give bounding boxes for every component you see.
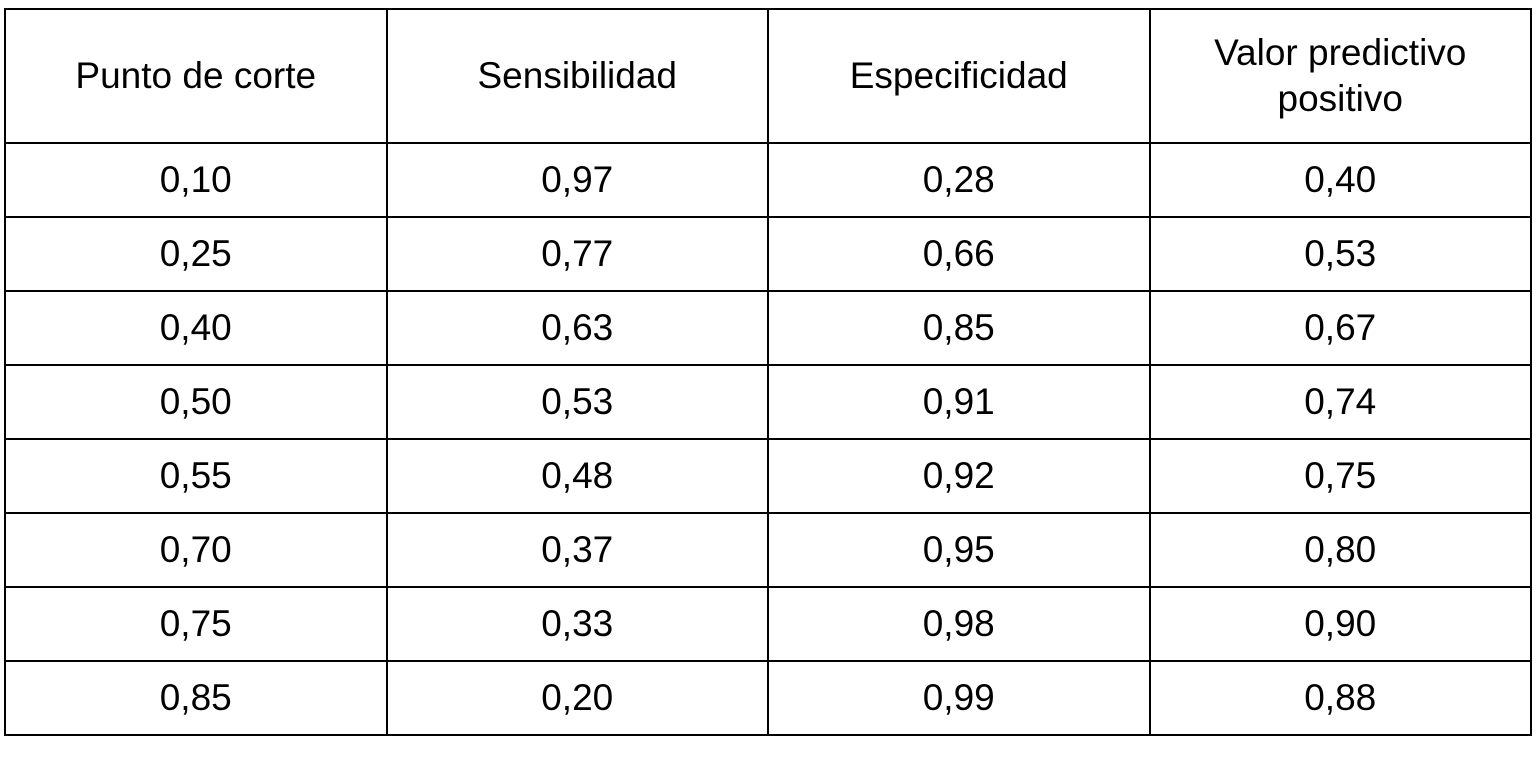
table-cell: 0,85 [767, 290, 1151, 366]
table-cell: 0,33 [385, 586, 769, 662]
table-cell: 0,63 [385, 290, 769, 366]
table-cell: 0,92 [767, 438, 1151, 514]
table-header: Punto de corte Sensibilidad Especificidad V… [4, 8, 1532, 144]
table-row: 0,55 0,48 0,92 0,75 [4, 438, 1532, 514]
table-cell: 0,95 [767, 512, 1151, 588]
table-body: 0,10 0,97 0,28 0,40 0,25 0,77 0,66 0,53 0,40 0,63… [4, 142, 1532, 736]
header-row: Punto de corte Sensibilidad Especificidad V… [4, 8, 1532, 144]
table-cell: 0,74 [1148, 364, 1532, 440]
table-cell: 0,80 [1148, 512, 1532, 588]
table-cell: 0,91 [767, 364, 1151, 440]
table-cell: 0,88 [1148, 660, 1532, 736]
table-row: 0,85 0,20 0,99 0,88 [4, 660, 1532, 736]
table-cell: 0,25 [4, 216, 388, 292]
table-cell: 0,50 [4, 364, 388, 440]
table-cell: 0,67 [1148, 290, 1532, 366]
table-cell: 0,98 [767, 586, 1151, 662]
table-cell: 0,40 [1148, 142, 1532, 218]
header-cell: Punto de corte [4, 8, 388, 144]
table-cell: 0,77 [385, 216, 769, 292]
header-cell: Valor predictivo positivo [1148, 8, 1532, 144]
table-cell: 0,53 [385, 364, 769, 440]
table-row: 0,10 0,97 0,28 0,40 [4, 142, 1532, 218]
table-row: 0,50 0,53 0,91 0,74 [4, 364, 1532, 440]
table-cell: 0,99 [767, 660, 1151, 736]
table-cell: 0,40 [4, 290, 388, 366]
table-cell: 0,53 [1148, 216, 1532, 292]
table-cell: 0,75 [1148, 438, 1532, 514]
header-cell: Especificidad [767, 8, 1151, 144]
table-cell: 0,70 [4, 512, 388, 588]
table-cell: 0,90 [1148, 586, 1532, 662]
header-cell: Sensibilidad [385, 8, 769, 144]
table-cell: 0,85 [4, 660, 388, 736]
table-cell: 0,28 [767, 142, 1151, 218]
table-row: 0,40 0,63 0,85 0,67 [4, 290, 1532, 366]
table-cell: 0,66 [767, 216, 1151, 292]
table-row: 0,70 0,37 0,95 0,80 [4, 512, 1532, 588]
data-table: Punto de corte Sensibilidad Especificidad V… [4, 8, 1532, 736]
table-cell: 0,37 [385, 512, 769, 588]
table-cell: 0,75 [4, 586, 388, 662]
table-cell: 0,55 [4, 438, 388, 514]
table-cell: 0,97 [385, 142, 769, 218]
table-cell: 0,20 [385, 660, 769, 736]
table-row: 0,75 0,33 0,98 0,90 [4, 586, 1532, 662]
table-cell: 0,48 [385, 438, 769, 514]
table-cell: 0,10 [4, 142, 388, 218]
table-row: 0,25 0,77 0,66 0,53 [4, 216, 1532, 292]
